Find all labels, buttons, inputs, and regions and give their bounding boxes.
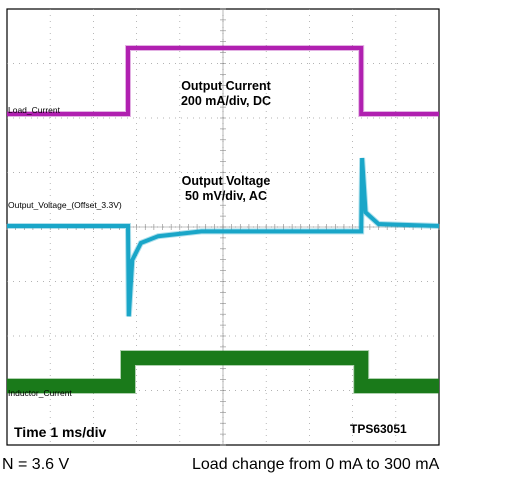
channel-label: Load_Current [8, 105, 61, 115]
annotation-title: Output Voltage [182, 174, 271, 188]
trace-inductor-current [7, 351, 439, 393]
caption-load-change: Load change from 0 mA to 300 mA [192, 456, 440, 473]
annotation-scale: 200 mA/div, DC [181, 94, 271, 108]
annotation-scale: 50 mV/div, AC [185, 189, 267, 203]
part-number-label: TPS63051 [350, 422, 407, 436]
trace-load-current [7, 46, 439, 116]
trace-output-voltage-offset-3-3v- [7, 157, 440, 317]
caption-input-voltage: N = 3.6 V [2, 456, 70, 473]
annotation-title: Output Current [181, 79, 271, 93]
channel-label: Output_Voltage_(Offset_3.3V) [8, 200, 122, 210]
plot-traces [7, 45, 440, 394]
time-per-div-label: Time 1 ms/div [14, 424, 107, 440]
channel-label: Inductor_Current [8, 388, 72, 398]
